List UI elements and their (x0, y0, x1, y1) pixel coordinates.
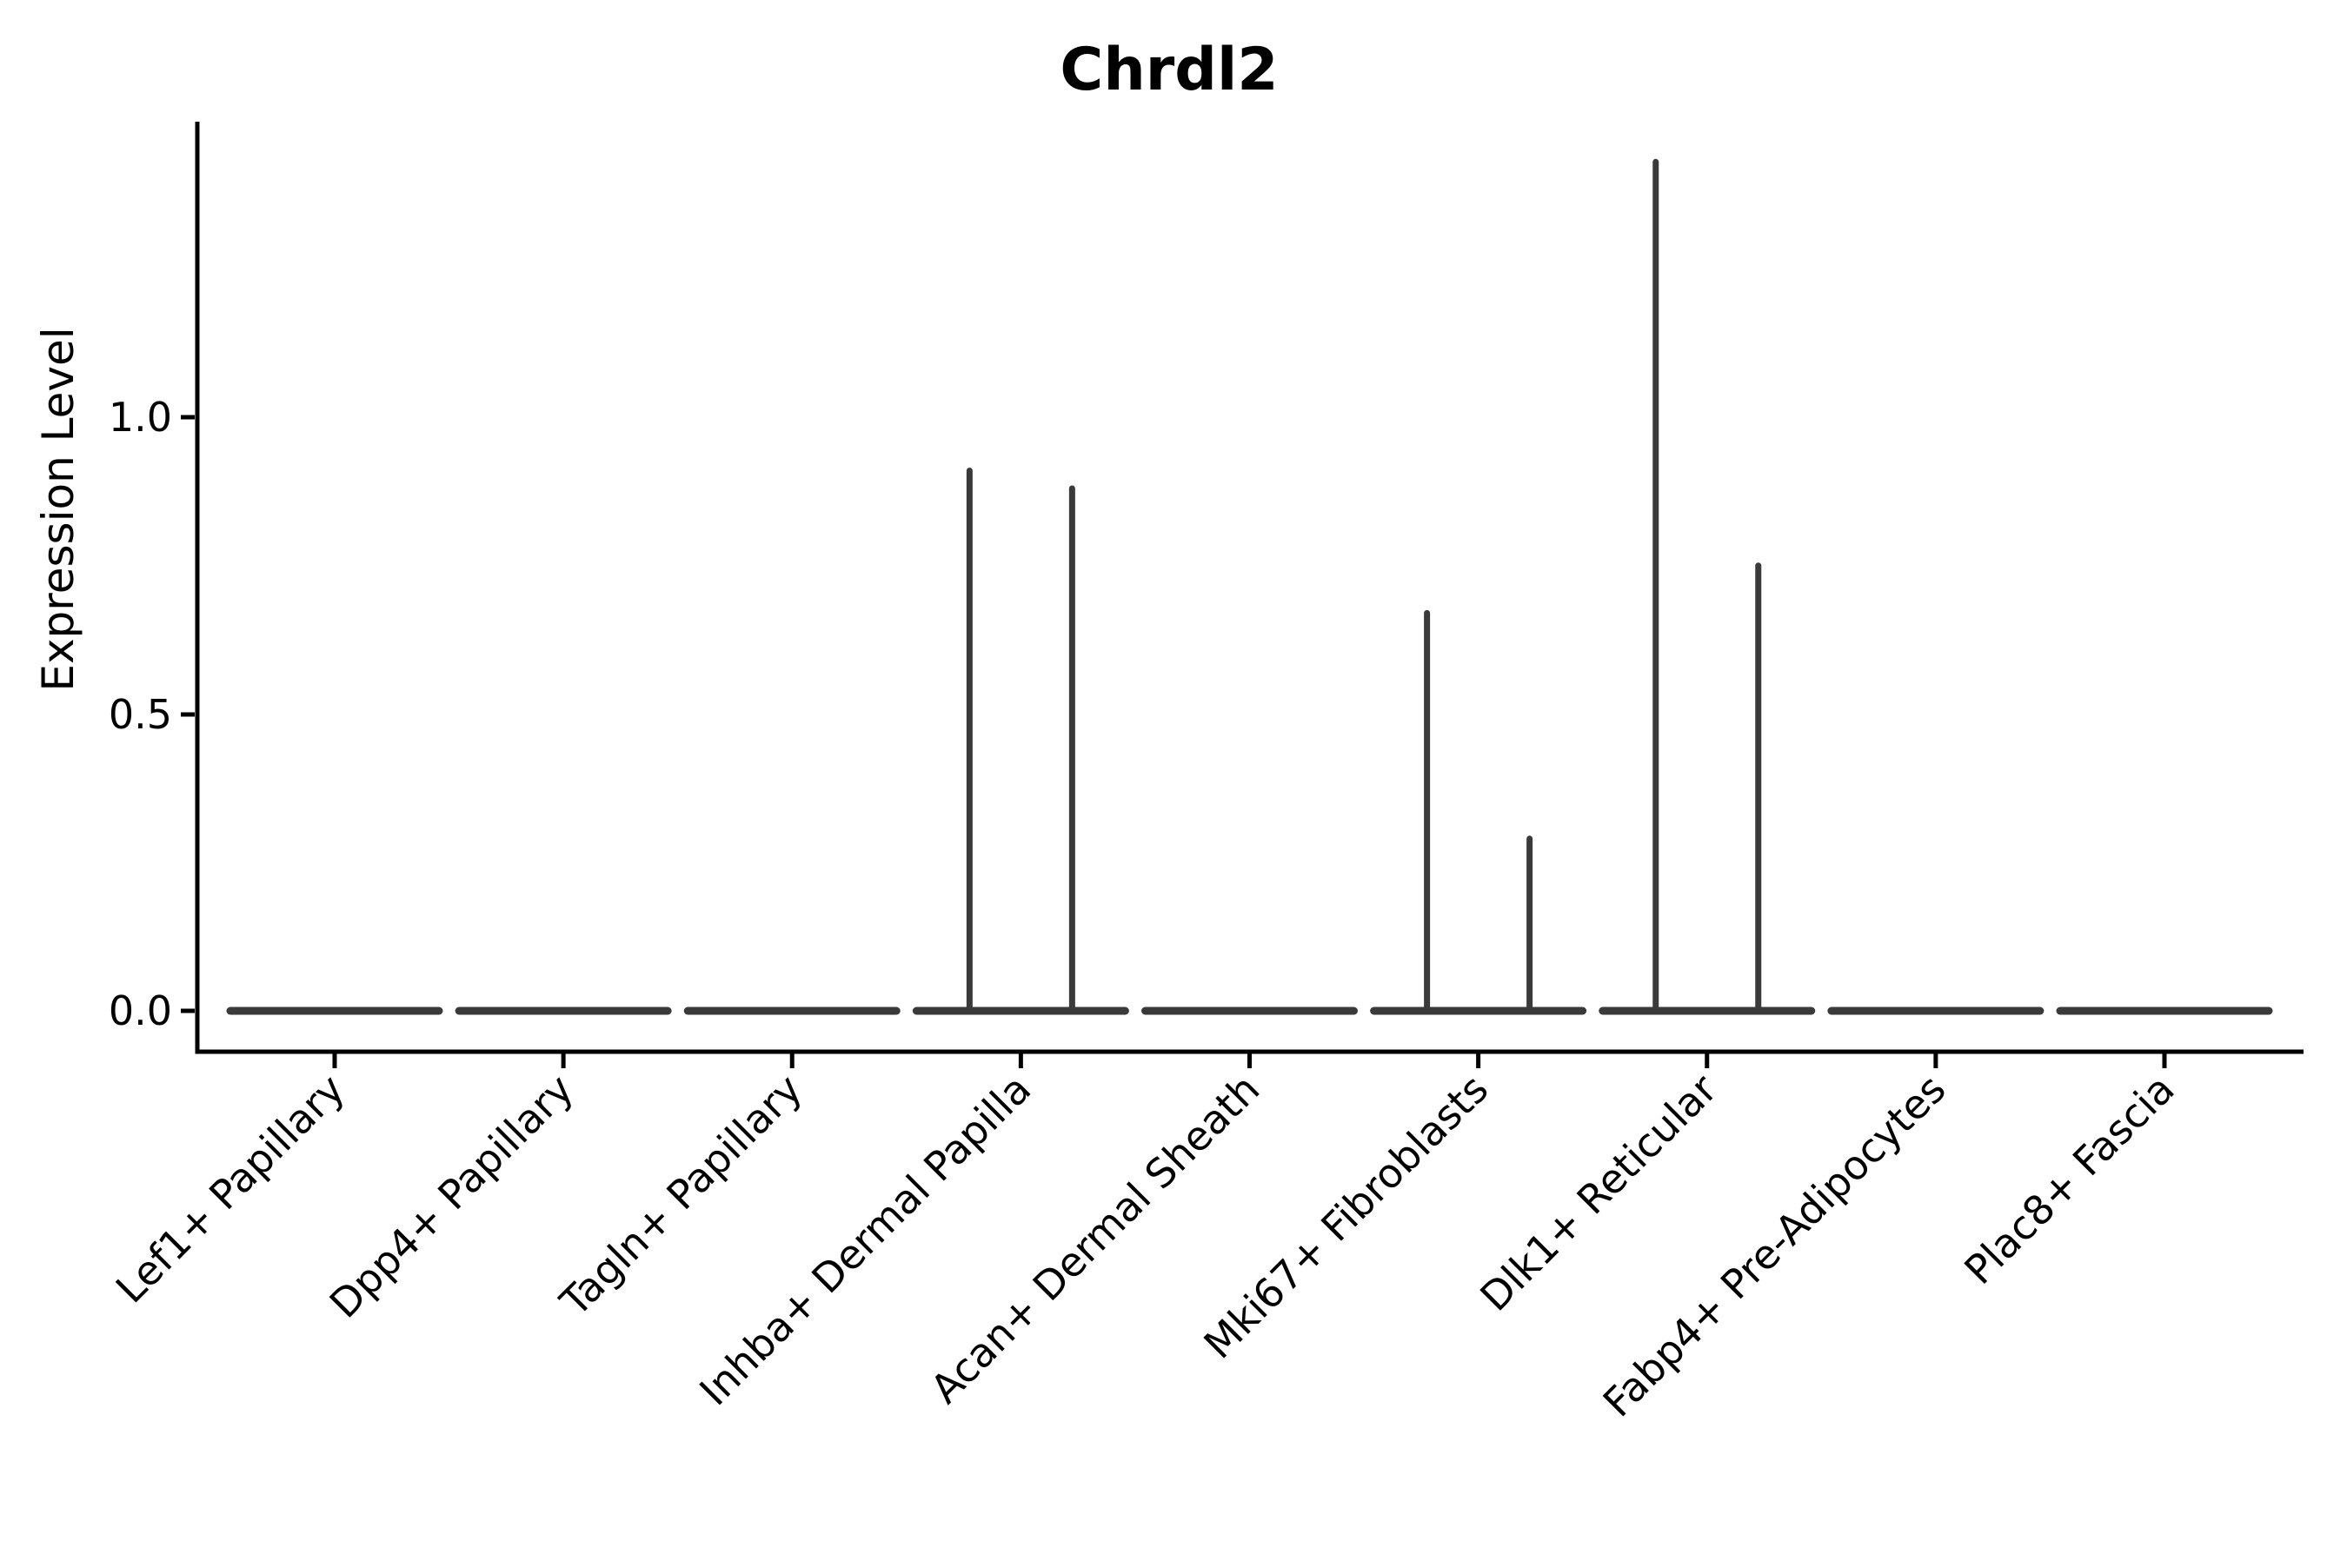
y-tick-label-0.5: 0.5 (109, 691, 172, 738)
y-tick-label-1.0: 1.0 (109, 394, 172, 441)
x-tick-label: Lef1+ Papillary (107, 1066, 354, 1312)
x-tick-label: Tagln+ Papillary (550, 1066, 811, 1326)
x-tick-label: Dlk1+ Reticular (1471, 1066, 1725, 1320)
y-axis-label: Expression Level (33, 327, 83, 691)
y-tick-label-0.0: 0.0 (109, 987, 172, 1034)
x-tick-label: Plac8+ Fascia (1955, 1066, 2183, 1293)
chart-title: Chrdl2 (1060, 36, 1278, 104)
x-tick-label: Dpp4+ Papillary (321, 1066, 582, 1327)
violin-series (226, 158, 2273, 1015)
